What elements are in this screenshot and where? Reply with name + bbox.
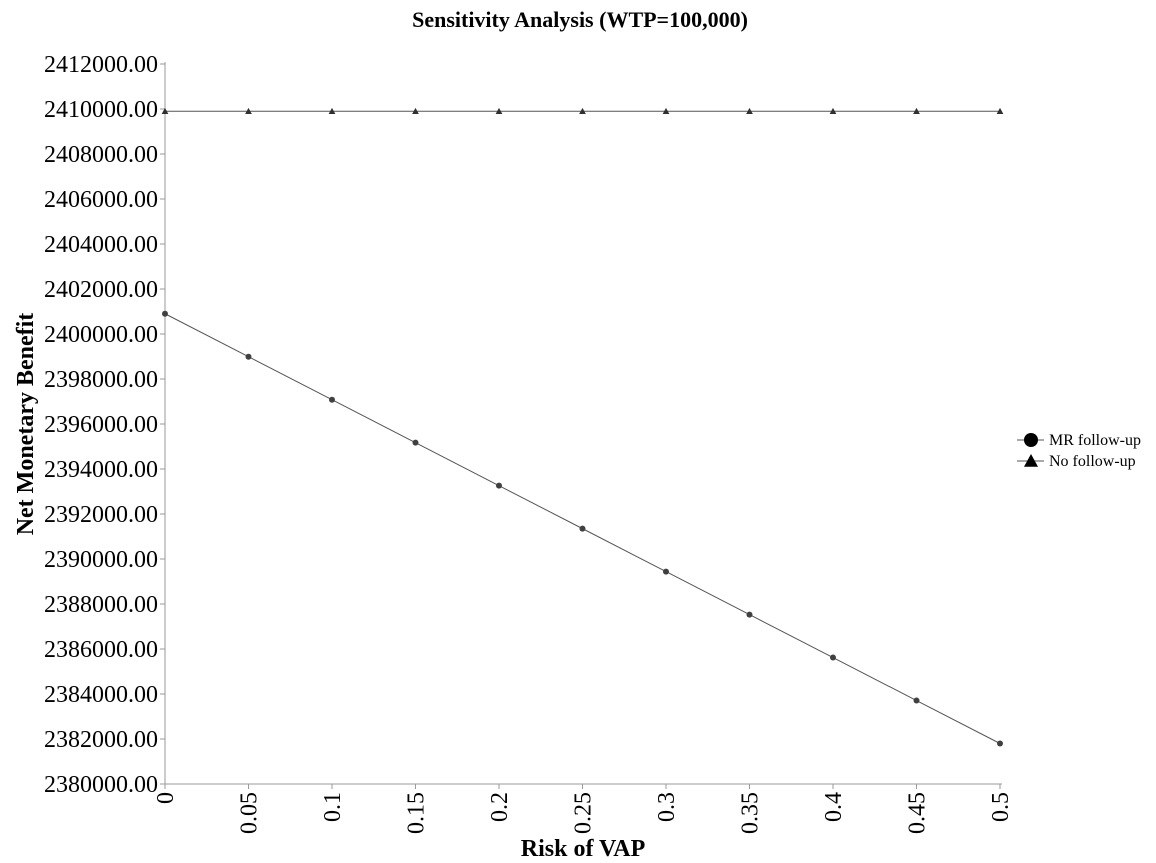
legend: MR follow-up No follow-up <box>1017 432 1141 470</box>
x-axis-ticks: 0 0.05 0.1 0.15 0.2 0.25 0.3 0.35 0.4 0.45 0.5 <box>153 784 1014 834</box>
y-tick-label: 2392000.00 <box>44 502 158 528</box>
data-point <box>329 396 335 403</box>
legend-label: MR follow-up <box>1049 432 1141 449</box>
data-point <box>495 107 503 115</box>
plot-series <box>161 107 1004 747</box>
y-tick-label: 2384000.00 <box>44 682 158 708</box>
x-tick-label: 0.15 <box>404 792 430 834</box>
y-tick-label: 2388000.00 <box>44 592 158 618</box>
x-tick-label: 0 <box>153 792 179 804</box>
data-point <box>579 525 586 532</box>
data-point <box>746 107 753 115</box>
y-tick-label: 2412000.00 <box>44 52 158 78</box>
y-tick-label: 2396000.00 <box>44 412 158 438</box>
y-axis-ticks: 2380000.00 2382000.00 2384000.00 2386000.00… <box>44 52 165 798</box>
chart-title: Sensitivity Analysis (WTP=100,000) <box>412 7 748 32</box>
y-tick-label: 2402000.00 <box>44 277 158 303</box>
data-point <box>328 107 336 115</box>
data-point <box>245 353 252 360</box>
x-tick-label: 0.25 <box>571 792 597 834</box>
data-point <box>162 310 168 317</box>
series-triangle <box>161 107 1004 115</box>
data-point <box>746 611 753 618</box>
data-point <box>830 654 836 661</box>
y-tick-label: 2398000.00 <box>44 367 158 393</box>
data-point <box>412 107 419 115</box>
y-tick-label: 2404000.00 <box>44 232 158 258</box>
y-tick-label: 2406000.00 <box>44 187 158 213</box>
data-point <box>829 107 837 115</box>
y-tick-label: 2390000.00 <box>44 547 158 573</box>
x-tick-label: 0.5 <box>988 792 1014 822</box>
x-tick-label: 0.35 <box>738 792 764 834</box>
x-tick-label: 0.3 <box>654 792 680 822</box>
data-point <box>913 107 920 115</box>
data-point <box>996 107 1004 115</box>
y-tick-label: 2410000.00 <box>44 97 158 123</box>
axes <box>164 62 1002 785</box>
data-point <box>579 107 586 115</box>
x-tick-label: 0.4 <box>821 792 847 822</box>
data-point <box>161 107 169 115</box>
x-tick-label: 0.2 <box>487 792 513 822</box>
y-tick-label: 2408000.00 <box>44 142 158 168</box>
data-point <box>412 439 419 446</box>
data-point <box>663 568 669 575</box>
x-tick-label: 0.05 <box>237 792 263 834</box>
x-axis-title: Risk of VAP <box>521 836 645 862</box>
legend-marker-circle <box>1024 433 1038 447</box>
y-tick-label: 2382000.00 <box>44 727 158 753</box>
legend-item: No follow-up <box>1017 453 1136 470</box>
y-tick-label: 2400000.00 <box>44 322 158 348</box>
legend-label: No follow-up <box>1049 453 1136 470</box>
x-tick-label: 0.1 <box>320 792 346 822</box>
data-point <box>913 697 920 704</box>
data-point <box>496 482 502 489</box>
y-tick-label: 2394000.00 <box>44 457 158 483</box>
data-point <box>997 740 1003 747</box>
legend-item: MR follow-up <box>1017 432 1141 449</box>
y-tick-label: 2380000.00 <box>44 772 158 798</box>
legend-marker-triangle <box>1023 453 1039 467</box>
y-tick-label: 2386000.00 <box>44 637 158 663</box>
y-axis-title: Net Monetary Benefit <box>13 313 39 536</box>
data-point <box>245 107 252 115</box>
x-tick-label: 0.45 <box>905 792 931 834</box>
data-point <box>662 107 670 115</box>
series-circle <box>162 310 1003 747</box>
